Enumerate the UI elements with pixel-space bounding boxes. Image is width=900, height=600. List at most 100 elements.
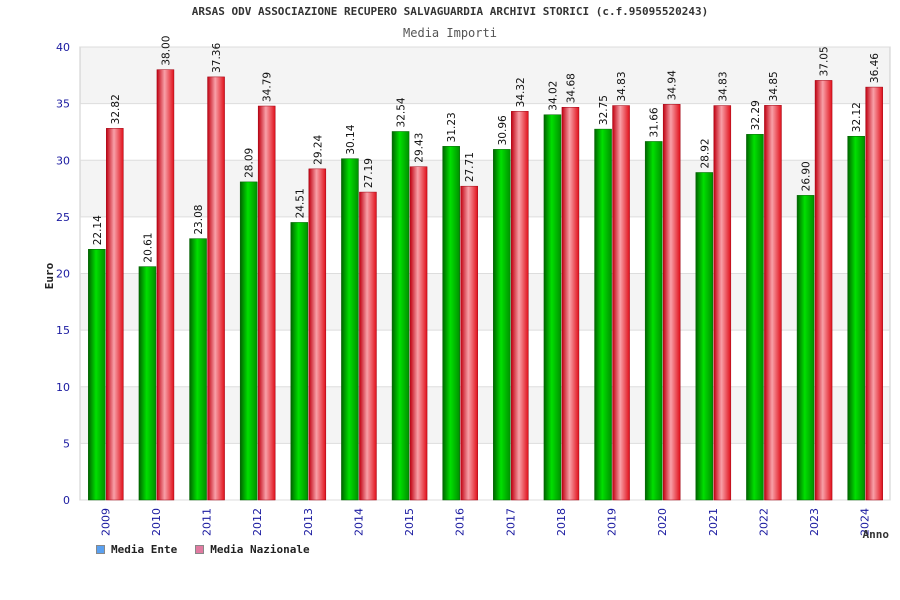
data-label: 32.12 xyxy=(851,102,863,132)
bar-media-nazionale xyxy=(511,111,529,501)
data-label: 30.96 xyxy=(497,115,509,145)
x-tick-label: 2013 xyxy=(302,508,315,536)
x-tick-label: 2016 xyxy=(454,508,467,536)
data-label: 29.24 xyxy=(312,134,324,164)
x-tick-label: 2009 xyxy=(99,508,112,536)
bar-media-ente xyxy=(138,266,157,501)
data-label: 26.90 xyxy=(801,161,813,191)
data-label: 27.71 xyxy=(464,152,476,182)
x-tick-label: 2022 xyxy=(757,508,770,536)
data-label: 34.02 xyxy=(547,81,559,111)
chart-title: ARSAS ODV ASSOCIAZIONE RECUPERO SALVAGUA… xyxy=(191,5,709,18)
data-label: 23.08 xyxy=(193,205,205,235)
x-tick-label: 2017 xyxy=(504,508,517,536)
bar-media-nazionale xyxy=(561,106,580,501)
y-tick-label: 15 xyxy=(56,324,70,337)
x-tick-label: 2015 xyxy=(403,508,416,536)
x-tick-label: 2019 xyxy=(606,508,619,536)
bar-media-ente xyxy=(594,128,612,501)
x-tick-label: 2018 xyxy=(555,508,568,536)
data-label: 34.32 xyxy=(515,77,527,107)
legend-label-media-ente: Media Ente xyxy=(111,543,178,556)
bar-media-ente xyxy=(391,131,410,501)
bar-media-nazionale xyxy=(865,86,883,501)
y-tick-label: 10 xyxy=(56,381,70,394)
x-tick-label: 2011 xyxy=(201,508,214,536)
data-label: 29.43 xyxy=(414,133,426,163)
data-label: 37.36 xyxy=(211,43,223,73)
data-label: 38.00 xyxy=(160,36,172,66)
legend-item-media-ente: Media Ente xyxy=(96,543,177,556)
bar-media-ente xyxy=(847,135,865,501)
x-axis-ticks: 2009 2010 2011 2012 2013 2014 2015 2016 2017 2018… xyxy=(99,508,871,536)
x-axis-label: Anno xyxy=(863,528,890,541)
y-axis-ticks: 0 5 10 15 20 25 30 35 40 xyxy=(56,41,70,507)
y-tick-label: 0 xyxy=(63,494,70,507)
bar-media-nazionale xyxy=(359,191,377,501)
data-label: 32.82 xyxy=(110,94,122,124)
data-label: 28.92 xyxy=(699,138,711,168)
bar-media-ente xyxy=(493,149,511,501)
chart-subtitle: Media Importi xyxy=(403,26,497,40)
bar-media-nazionale xyxy=(814,80,833,501)
y-tick-label: 5 xyxy=(63,437,70,450)
x-tick-label: 2020 xyxy=(656,508,669,536)
data-label: 20.61 xyxy=(142,233,154,263)
x-tick-label: 2023 xyxy=(808,508,821,536)
data-label: 34.85 xyxy=(768,71,780,101)
y-axis-label: Euro xyxy=(43,262,56,289)
data-label: 34.94 xyxy=(667,70,679,100)
legend-label-media-nazionale: Media Nazionale xyxy=(210,543,310,556)
data-label: 22.14 xyxy=(92,215,104,245)
legend-swatch-media-ente xyxy=(96,545,105,554)
data-label: 32.54 xyxy=(396,97,408,127)
data-label: 36.46 xyxy=(869,53,881,83)
bar-media-nazionale xyxy=(713,105,732,501)
bar-media-nazionale xyxy=(207,76,225,501)
bar-media-nazionale xyxy=(764,105,782,501)
legend-swatch-media-nazionale xyxy=(195,545,205,554)
x-tick-label: 2010 xyxy=(150,508,163,536)
bar-media-ente xyxy=(644,141,663,501)
bar-media-nazionale xyxy=(257,105,276,501)
data-label: 30.14 xyxy=(345,124,357,154)
data-label: 34.83 xyxy=(717,71,729,101)
x-tick-label: 2012 xyxy=(251,508,264,536)
data-label: 34.83 xyxy=(616,71,628,101)
y-tick-label: 35 xyxy=(56,98,70,111)
bar-media-nazionale xyxy=(662,104,681,501)
bars-group: 22.14 32.82 20.61 38.00 23.08 37.36 28.09 34.79… xyxy=(88,36,883,501)
bar-media-nazionale xyxy=(409,166,428,501)
bar-media-ente xyxy=(88,249,106,501)
bar-media-nazionale xyxy=(106,128,124,501)
y-tick-label: 30 xyxy=(56,154,70,167)
bar-media-nazionale xyxy=(460,185,478,501)
x-tick-label: 2021 xyxy=(707,508,720,536)
bar-media-nazionale xyxy=(156,69,175,501)
data-label: 31.66 xyxy=(649,107,661,137)
bar-media-ente xyxy=(189,238,207,501)
bar-media-nazionale xyxy=(612,105,630,501)
y-tick-label: 40 xyxy=(56,41,70,54)
bar-media-ente xyxy=(543,114,562,501)
bar-media-ente xyxy=(695,172,714,501)
legend: Media Ente Media Nazionale xyxy=(96,543,310,556)
data-label: 28.09 xyxy=(244,148,256,178)
x-tick-label: 2024 xyxy=(859,508,872,536)
bar-media-ente xyxy=(746,134,764,501)
data-label: 31.23 xyxy=(446,112,458,142)
bar-media-ente xyxy=(796,195,815,501)
y-tick-label: 20 xyxy=(56,268,70,281)
data-label: 32.29 xyxy=(750,100,762,130)
y-tick-label: 25 xyxy=(56,211,70,224)
x-tick-label: 2014 xyxy=(352,508,365,536)
data-label: 32.75 xyxy=(598,95,610,125)
bar-media-ente xyxy=(442,146,460,501)
data-label: 27.19 xyxy=(363,158,375,188)
bar-media-ente xyxy=(290,222,309,501)
bar-media-nazionale xyxy=(308,168,327,501)
data-label: 37.05 xyxy=(819,46,831,76)
bar-media-ente xyxy=(239,181,258,501)
bar-media-ente xyxy=(341,158,359,501)
